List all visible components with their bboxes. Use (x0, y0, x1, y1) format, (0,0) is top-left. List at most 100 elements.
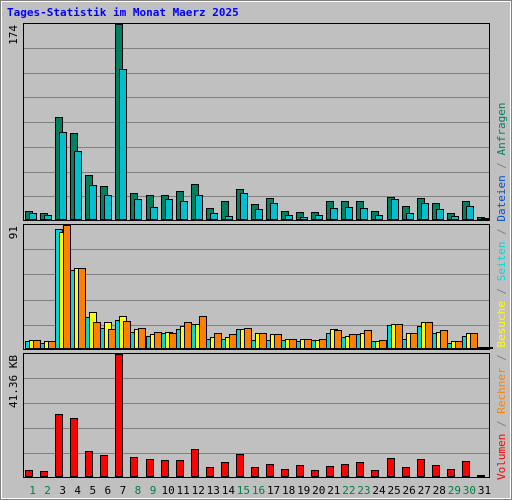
bar-dateien-day-15 (240, 193, 248, 220)
bar-volumen-day-25 (387, 458, 395, 477)
day-label-15: 15 (237, 484, 250, 497)
bar-dateien-day-25 (391, 199, 399, 220)
bar-dateien-day-17 (270, 203, 278, 220)
bar-volumen-day-5 (85, 451, 93, 477)
bar-rechner-day-27 (425, 322, 433, 349)
right-legend-part-8: Dateien (495, 175, 508, 221)
day-label-27: 27 (418, 484, 431, 497)
bar-rechner-day-1 (33, 340, 41, 349)
bar-volumen-day-3 (55, 414, 63, 477)
day-label-10: 10 (161, 484, 174, 497)
right-legend-part-10: Anfragen (495, 102, 508, 155)
bar-volumen-day-15 (236, 454, 244, 477)
chart-title: Tages-Statistik im Monat Maerz 2025 (7, 6, 239, 19)
bar-volumen-day-26 (402, 467, 410, 477)
bar-dateien-day-30 (466, 206, 474, 220)
day-label-19: 19 (297, 484, 310, 497)
bar-dateien-day-23 (360, 208, 368, 220)
bar-volumen-day-29 (447, 469, 455, 477)
bar-dateien-day-4 (74, 151, 82, 220)
bar-volumen-day-24 (371, 470, 379, 477)
day-label-30: 30 (463, 484, 476, 497)
bar-dateien-day-6 (104, 195, 112, 220)
day-label-12: 12 (192, 484, 205, 497)
bar-volumen-day-16 (251, 467, 259, 477)
bar-volumen-day-20 (311, 470, 319, 477)
bar-rechner-day-25 (395, 324, 403, 349)
bar-dateien-day-13 (210, 213, 218, 220)
bar-dateien-day-24 (375, 215, 383, 220)
bar-volumen-day-14 (221, 462, 229, 477)
bar-rechner-day-4 (78, 268, 86, 349)
bar-dateien-day-26 (406, 213, 414, 220)
panel-frame (23, 353, 490, 478)
right-legend-part-7: / (495, 222, 508, 242)
bar-dateien-day-10 (165, 199, 173, 220)
bar-volumen-day-23 (356, 462, 364, 477)
bar-rechner-day-16 (259, 333, 267, 349)
bar-dateien-day-8 (134, 199, 142, 220)
bar-rechner-day-17 (274, 334, 282, 349)
right-legend-part-3: / (495, 348, 508, 368)
bar-rechner-day-15 (244, 328, 252, 349)
day-label-1: 1 (29, 484, 36, 497)
bar-volumen-day-28 (432, 465, 440, 477)
bar-dateien-day-19 (300, 217, 308, 220)
bar-volumen-day-1 (25, 470, 33, 477)
bar-rechner-day-14 (229, 334, 237, 349)
bar-rechner-day-20 (319, 339, 327, 349)
bar-volumen-day-21 (326, 466, 334, 477)
day-label-11: 11 (177, 484, 190, 497)
bar-rechner-day-29 (455, 341, 463, 349)
bar-rechner-day-18 (289, 339, 297, 349)
day-label-25: 25 (387, 484, 400, 497)
right-legend-part-4: Besuche (495, 301, 508, 347)
right-legend-part-0: Volumen (495, 434, 508, 480)
right-legend-part-5: / (495, 281, 508, 301)
bar-dateien-day-27 (421, 203, 429, 220)
bar-rechner-day-28 (440, 330, 448, 349)
panel-max-label: 91 (7, 226, 20, 239)
bar-rechner-day-30 (470, 333, 478, 349)
bar-rechner-day-23 (364, 330, 372, 349)
day-label-21: 21 (327, 484, 340, 497)
panel-hits: 174 (7, 23, 490, 221)
bar-rechner-day-22 (349, 334, 357, 349)
panel-volume: 41.36 KB (7, 353, 490, 478)
day-label-14: 14 (222, 484, 236, 497)
bar-rechner-day-31 (485, 347, 493, 349)
bar-rechner-day-13 (214, 333, 222, 349)
bar-dateien-day-16 (255, 209, 263, 220)
day-label-4: 4 (74, 484, 81, 497)
day-label-17: 17 (267, 484, 280, 497)
bar-dateien-day-29 (451, 216, 459, 220)
day-label-26: 26 (403, 484, 416, 497)
day-label-29: 29 (448, 484, 461, 497)
panel-visits: 91 (7, 224, 493, 350)
bar-volumen-day-22 (341, 464, 349, 477)
bar-volumen-day-7 (115, 354, 123, 477)
bar-dateien-day-5 (89, 185, 97, 220)
bar-dateien-day-1 (29, 213, 37, 220)
panels-group: 174 91 41.36 KB (7, 23, 493, 478)
bar-dateien-day-11 (180, 201, 188, 220)
bar-volumen-day-9 (146, 459, 154, 477)
day-labels-group: 1 2 3 4 5 6 7 8 9 10 11 12 13 14 15 16 17 18 19 20 21 22 23 24 2… (29, 484, 491, 497)
bar-volumen-day-19 (296, 465, 304, 477)
bar-volumen-day-10 (161, 460, 169, 477)
day-label-16: 16 (252, 484, 265, 497)
bar-dateien-day-12 (195, 195, 203, 220)
bar-dateien-day-21 (330, 208, 338, 220)
bar-rechner-day-24 (379, 340, 387, 349)
bar-volumen-day-6 (100, 455, 108, 477)
bar-volumen-day-31 (477, 475, 485, 477)
bar-rechner-day-6 (108, 329, 116, 349)
right-legend-part-1: / (495, 414, 508, 434)
day-label-18: 18 (282, 484, 295, 497)
series-rechner (33, 225, 493, 349)
day-label-22: 22 (342, 484, 355, 497)
bar-dateien-day-31 (481, 218, 489, 220)
bar-volumen-day-2 (40, 471, 48, 477)
bar-volumen-day-18 (281, 469, 289, 477)
